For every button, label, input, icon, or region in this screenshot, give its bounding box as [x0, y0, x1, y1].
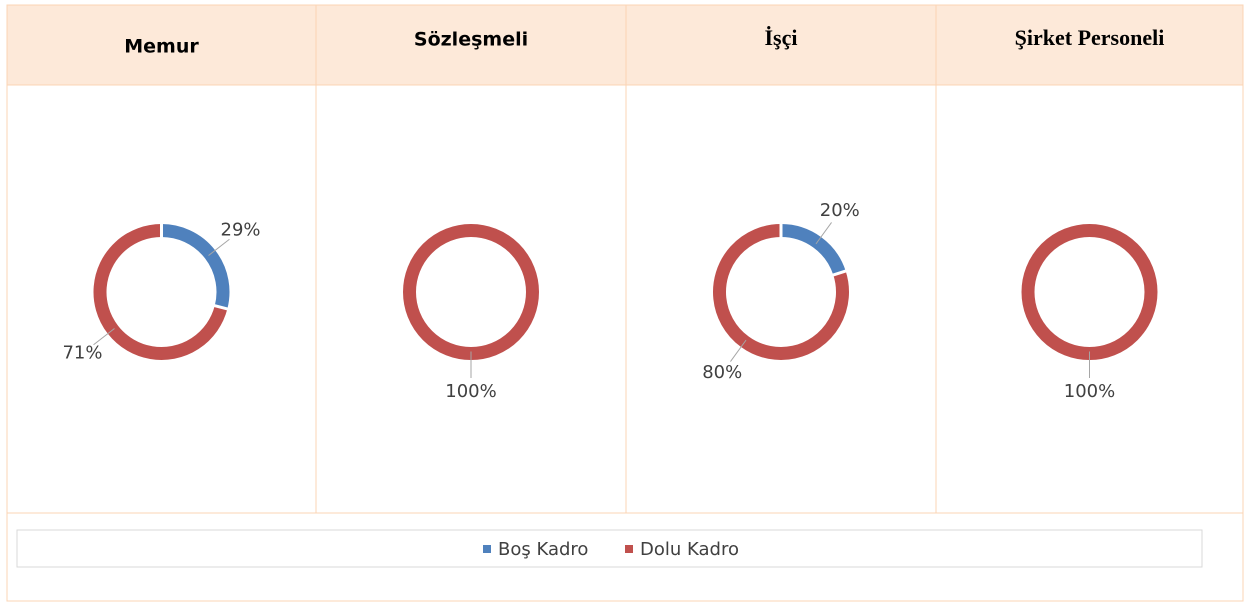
leader-line [815, 222, 832, 245]
slice-gap [212, 303, 230, 311]
column-header: İşçi [765, 25, 798, 50]
column-header: Sözleşmeli [414, 29, 528, 51]
column-header: Memur [124, 36, 199, 58]
legend-label: Boş Kadro [498, 539, 588, 560]
donut-slice [1021, 224, 1158, 360]
leader-line [208, 238, 230, 256]
data-label: 20% [820, 200, 860, 221]
legend-box [16, 529, 1203, 568]
legend-label: Dolu Kadro [640, 539, 739, 560]
leader-line [730, 339, 747, 362]
data-label: 71% [62, 342, 102, 363]
data-label: 100% [445, 381, 496, 402]
data-label: 80% [702, 362, 742, 383]
legend-swatch [483, 545, 491, 553]
column-header: Şirket Personeli [1015, 25, 1165, 50]
legend-swatch [625, 545, 633, 553]
donut-slice [161, 224, 230, 309]
leader-line [93, 328, 115, 346]
header-row [7, 5, 1243, 85]
data-label: 29% [221, 220, 261, 241]
data-label: 100% [1064, 381, 1115, 402]
donut-slice [780, 224, 846, 276]
donut-slice [403, 224, 539, 360]
slice-gap [831, 269, 848, 277]
table-border [6, 4, 1244, 602]
